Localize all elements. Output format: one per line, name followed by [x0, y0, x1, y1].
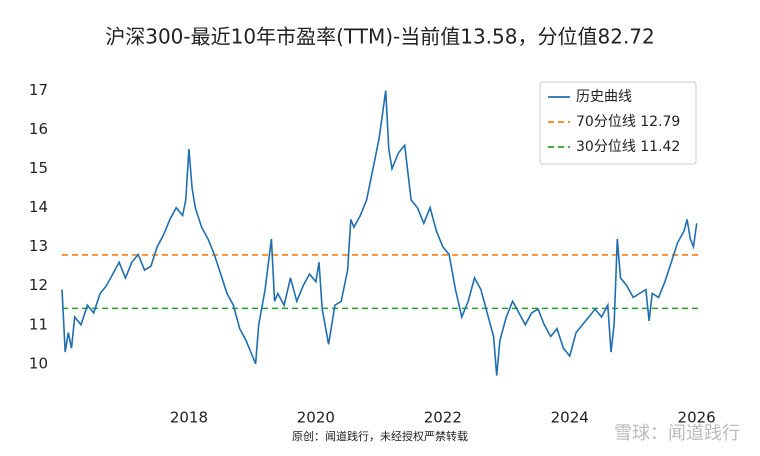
source-note: 原创：闻道践行，未经授权严禁转载 [292, 429, 468, 443]
y-tick-label: 16 [29, 120, 48, 138]
x-tick-label: 2022 [424, 409, 462, 427]
chart-title: 沪深300-最近10年市盈率(TTM)-当前值13.58，分位值82.72 [105, 25, 655, 49]
watermark: 雪球：闻道践行 [614, 423, 740, 444]
x-tick-label: 2020 [297, 409, 335, 427]
legend-label: 70分位线 12.79 [576, 114, 680, 130]
legend-label: 30分位线 11.42 [576, 139, 680, 155]
y-tick-label: 10 [29, 354, 48, 372]
x-tick-label: 2018 [170, 409, 208, 427]
line-series [61, 90, 698, 376]
y-tick-label: 14 [29, 198, 48, 216]
legend-label: 历史曲线 [576, 89, 632, 105]
legend-box [539, 81, 697, 165]
y-tick-label: 15 [29, 159, 48, 177]
y-tick-label: 13 [29, 237, 48, 255]
x-tick-label: 2026 [678, 409, 716, 427]
y-tick-label: 17 [29, 81, 48, 99]
y-tick-label: 11 [29, 315, 48, 333]
x-tick-label: 2024 [551, 409, 589, 427]
y-tick-label: 12 [29, 276, 48, 294]
